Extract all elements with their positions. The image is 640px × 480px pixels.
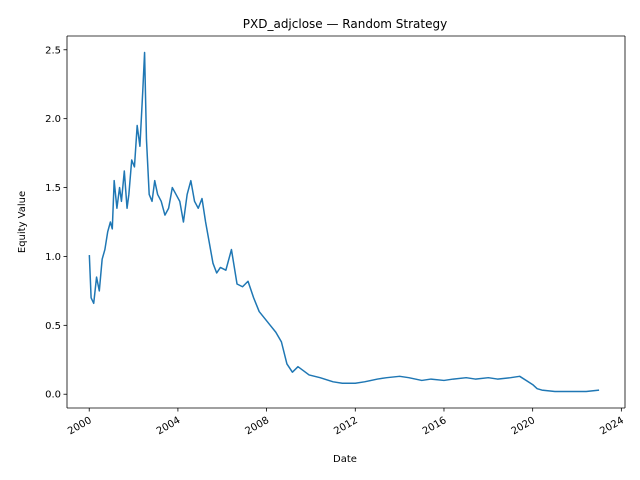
- y-tick-label: 1.0: [45, 252, 61, 263]
- y-tick-label: 0.5: [45, 321, 61, 332]
- plot-area: [88, 51, 600, 393]
- y-tick-label: 2.0: [45, 114, 61, 125]
- y-tick-label: 0.0: [45, 390, 61, 401]
- y-axis-label: Equity Value: [17, 191, 28, 253]
- y-tick-label: 1.5: [45, 183, 61, 194]
- x-axis-label: Date: [333, 454, 357, 465]
- y-tick-label: 2.5: [45, 45, 61, 56]
- series-line-0: [88, 51, 600, 393]
- chart-title: PXD_adjclose — Random Strategy: [243, 17, 447, 31]
